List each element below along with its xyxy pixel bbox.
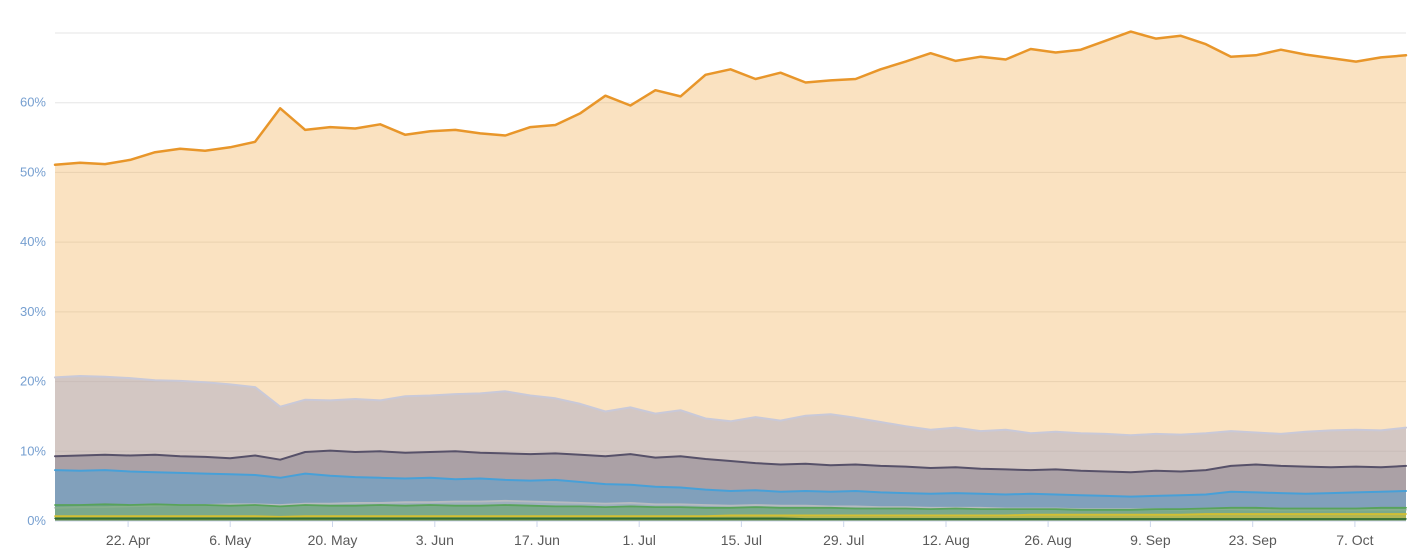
series-area-light-lavender (55, 376, 1406, 521)
series-line-yellow (54, 513, 1407, 518)
x-axis-label: 12. Aug (922, 532, 970, 548)
series-line-green (54, 503, 1407, 511)
x-axis-label: 23. Sep (1229, 532, 1277, 548)
series-line-dark-green (54, 517, 1407, 520)
series-line-dark-purple (54, 449, 1407, 474)
x-axis-label: 26. Aug (1024, 532, 1072, 548)
series-line-blue (54, 469, 1407, 498)
y-axis-label: 30% (20, 304, 46, 319)
x-axis-label: 22. Apr (106, 532, 151, 548)
x-axis-label: 1. Jul (622, 532, 655, 548)
y-axis-label: 60% (20, 95, 46, 110)
x-axis-label: 7. Oct (1336, 532, 1373, 548)
y-axis-label: 40% (20, 234, 46, 249)
x-axis-label: 6. May (209, 532, 251, 548)
y-axis-label: 50% (20, 164, 46, 179)
x-axis-label: 17. Jun (514, 532, 560, 548)
x-axis-label: 15. Jul (721, 532, 762, 548)
y-axis-label: 0% (27, 513, 46, 528)
y-axis-label: 20% (20, 374, 46, 389)
series-line-orange-top (53, 30, 1408, 167)
x-axis-label: 29. Jul (823, 532, 864, 548)
x-axis-label: 3. Jun (416, 532, 454, 548)
y-axis-label: 10% (20, 443, 46, 458)
series-line-light-lavender (54, 375, 1407, 437)
x-axis-label: 9. Sep (1130, 532, 1171, 548)
x-axis-label: 20. May (308, 532, 358, 548)
